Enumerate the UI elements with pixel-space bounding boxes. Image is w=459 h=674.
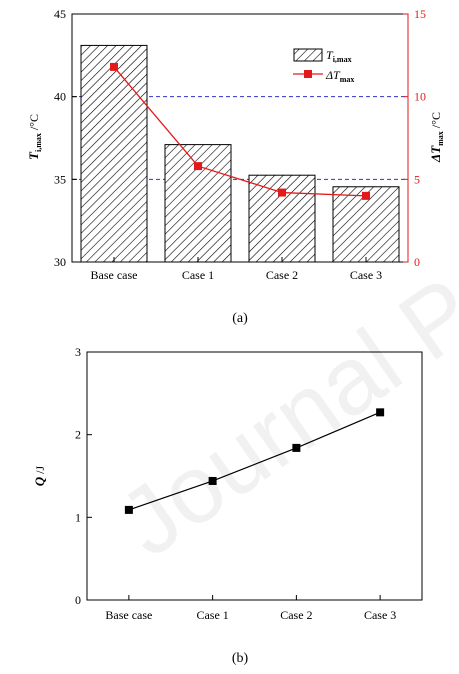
x-axis-ticks: Base case Case 1 Case 2 Case 3 — [105, 595, 396, 622]
x-tick-label: Base case — [105, 608, 152, 622]
x-tick-label: Case 3 — [364, 608, 396, 622]
plot-frame — [86, 351, 423, 601]
data-point — [376, 408, 385, 417]
energy-series — [124, 408, 385, 514]
data-point — [362, 191, 370, 200]
watermark: Journal Pre-proof — [101, 64, 459, 577]
y-tick-label: 35 — [54, 172, 66, 186]
right-axis-ticks: 0 5 10 15 — [403, 7, 426, 269]
y-axis-label: Ti,max /°C — [26, 114, 43, 160]
data-point — [278, 188, 286, 197]
legend-label-bar: Ti,max — [326, 48, 352, 64]
x-tick-label: Case 1 — [182, 268, 214, 282]
data-point — [124, 505, 133, 514]
bar-series — [80, 44, 400, 263]
watermark-text: Journal Pre-proof — [101, 64, 459, 577]
y-tick-label: 40 — [54, 90, 66, 104]
delta-t-series — [110, 62, 370, 200]
y-tick-label: 1 — [75, 510, 81, 524]
y2-tick-label: 10 — [414, 90, 426, 104]
x-tick-label: Case 2 — [266, 268, 298, 282]
legend: Ti,max ΔTmax — [293, 48, 354, 84]
y2-tick-label: 5 — [414, 172, 420, 186]
bar — [80, 44, 148, 263]
x-tick-label: Base case — [91, 268, 138, 282]
legend-label-line: ΔTmax — [325, 68, 354, 84]
series-line — [113, 66, 367, 197]
y-axis-label: Q /J — [32, 465, 47, 486]
y-tick-label: 30 — [54, 255, 66, 269]
y-tick-label: 3 — [75, 345, 81, 359]
left-axis-ticks: 30 35 40 45 — [54, 7, 77, 269]
x-tick-label: Case 1 — [196, 608, 228, 622]
data-point — [208, 476, 217, 485]
bar — [248, 174, 316, 263]
chart-b: 0 1 2 3 Base case Case 1 Case 2 Case 3 Q /J (b… — [32, 345, 423, 666]
data-point — [292, 443, 301, 452]
data-point — [110, 62, 118, 71]
y2-tick-label: 0 — [414, 255, 420, 269]
series-line — [128, 411, 381, 511]
caption-b: (b) — [232, 651, 249, 666]
y-tick-label: 2 — [75, 428, 81, 442]
caption-a: (a) — [232, 311, 248, 326]
y-tick-label: 0 — [75, 593, 81, 607]
chart-a: 30 35 40 45 0 5 10 15 Base case Case 1 Case 2 Cas… — [26, 7, 445, 326]
y2-axis-label: ΔTmax /°C — [428, 112, 445, 163]
legend-swatch-bar — [293, 48, 323, 62]
legend-swatch-marker — [304, 70, 312, 78]
y2-tick-label: 15 — [414, 7, 426, 21]
data-point — [194, 162, 202, 171]
bar — [164, 144, 232, 263]
x-axis-ticks: Base case Case 1 Case 2 Case 3 — [91, 257, 382, 282]
x-tick-label: Case 2 — [280, 608, 312, 622]
left-axis-ticks: 0 1 2 3 — [75, 345, 92, 607]
y-tick-label: 45 — [54, 7, 66, 21]
x-tick-label: Case 3 — [350, 268, 382, 282]
